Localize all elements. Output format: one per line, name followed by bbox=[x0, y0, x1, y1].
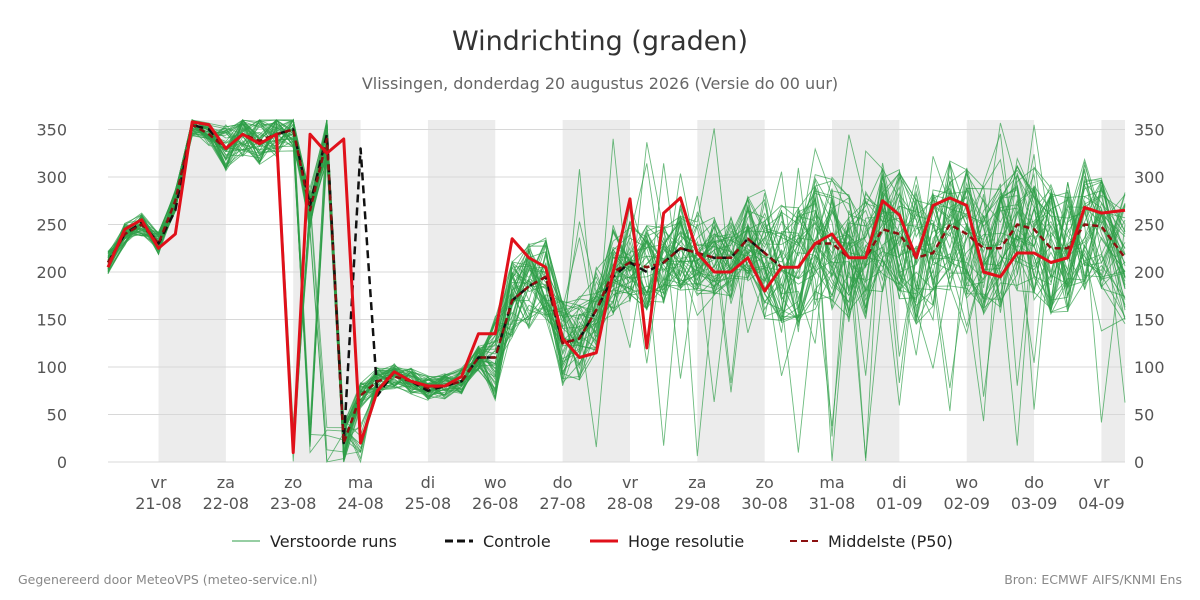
x-tick-day: zo bbox=[756, 473, 774, 492]
night-band bbox=[427, 120, 496, 462]
x-tick-day: di bbox=[892, 473, 907, 492]
x-tick-date: 26-08 bbox=[472, 494, 519, 513]
legend-label-ensemble: Verstoorde runs bbox=[270, 532, 397, 551]
series-line-hoge-resolutie bbox=[106, 120, 1126, 454]
legend-label-hoge-resolutie: Hoge resolutie bbox=[628, 532, 744, 551]
y-tick-label: 300 bbox=[1134, 168, 1165, 187]
x-tick-date: 01-09 bbox=[876, 494, 923, 513]
x-tick-date: 02-09 bbox=[943, 494, 990, 513]
x-tick-day: wo bbox=[484, 473, 507, 492]
y-tick-label: 200 bbox=[36, 263, 67, 282]
x-tick-date: 24-08 bbox=[337, 494, 384, 513]
legend: Verstoorde runs Controle Hoge resolutie … bbox=[232, 532, 953, 551]
legend-label-controle: Controle bbox=[483, 532, 551, 551]
x-tick-date: 29-08 bbox=[674, 494, 721, 513]
x-tick-date: 03-09 bbox=[1011, 494, 1058, 513]
main-series-lines bbox=[106, 120, 1126, 454]
ensemble-member-line bbox=[107, 119, 1126, 442]
x-tick-day: zo bbox=[284, 473, 302, 492]
x-tick-date: 04-09 bbox=[1078, 494, 1125, 513]
y-tick-label: 0 bbox=[57, 453, 67, 472]
x-tick-day: wo bbox=[955, 473, 978, 492]
x-tick-day: vr bbox=[622, 473, 638, 492]
x-tick-day: vr bbox=[1093, 473, 1109, 492]
x-tick-date: 22-08 bbox=[203, 494, 250, 513]
x-tick-day: za bbox=[217, 473, 235, 492]
x-tick-day: di bbox=[421, 473, 436, 492]
x-axis: vr 21-08 za 22-08 zo 23-08 ma 24-08 di 25-08 wo 26-… bbox=[135, 473, 1124, 513]
chart-title: Windrichting (graden) bbox=[452, 26, 748, 57]
x-tick-date: 27-08 bbox=[539, 494, 586, 513]
legend-label-p50: Middelste (P50) bbox=[828, 532, 953, 551]
y-tick-label: 250 bbox=[1134, 216, 1165, 235]
x-tick-date: 30-08 bbox=[741, 494, 788, 513]
footer-generated-by: Gegenereerd door MeteoVPS (meteo-service… bbox=[18, 572, 318, 587]
x-tick-day: do bbox=[1024, 473, 1044, 492]
y-tick-label: 50 bbox=[47, 406, 67, 425]
x-tick-date: 28-08 bbox=[607, 494, 654, 513]
chart-subtitle: Vlissingen, donderdag 20 augustus 2026 (… bbox=[362, 74, 838, 93]
y-tick-label: 0 bbox=[1134, 453, 1144, 472]
y-tick-label: 100 bbox=[1134, 358, 1165, 377]
x-tick-day: do bbox=[553, 473, 573, 492]
y-tick-label: 300 bbox=[36, 168, 67, 187]
x-tick-date: 31-08 bbox=[809, 494, 856, 513]
y-axis-right: 0 50 100 150 200 250 300 350 bbox=[1134, 121, 1165, 473]
x-tick-day: ma bbox=[348, 473, 373, 492]
x-tick-day: za bbox=[688, 473, 706, 492]
x-tick-day: vr bbox=[150, 473, 166, 492]
y-tick-label: 350 bbox=[1134, 121, 1165, 140]
y-tick-label: 350 bbox=[36, 121, 67, 140]
y-axis-left: 0 50 100 150 200 250 300 350 bbox=[36, 121, 67, 473]
x-tick-day: ma bbox=[819, 473, 844, 492]
ensemble-member-line bbox=[107, 119, 1126, 447]
x-tick-date: 23-08 bbox=[270, 494, 317, 513]
x-tick-date: 21-08 bbox=[135, 494, 182, 513]
y-tick-label: 50 bbox=[1134, 406, 1154, 425]
y-tick-label: 150 bbox=[36, 311, 67, 330]
y-tick-label: 150 bbox=[1134, 311, 1165, 330]
y-tick-label: 250 bbox=[36, 216, 67, 235]
night-band bbox=[158, 120, 226, 462]
footer-source: Bron: ECMWF AIFS/KNMI Ens bbox=[1004, 572, 1182, 587]
y-tick-label: 100 bbox=[36, 358, 67, 377]
y-tick-label: 200 bbox=[1134, 263, 1165, 282]
x-tick-date: 25-08 bbox=[405, 494, 452, 513]
ensemble-member-line bbox=[107, 122, 1126, 456]
